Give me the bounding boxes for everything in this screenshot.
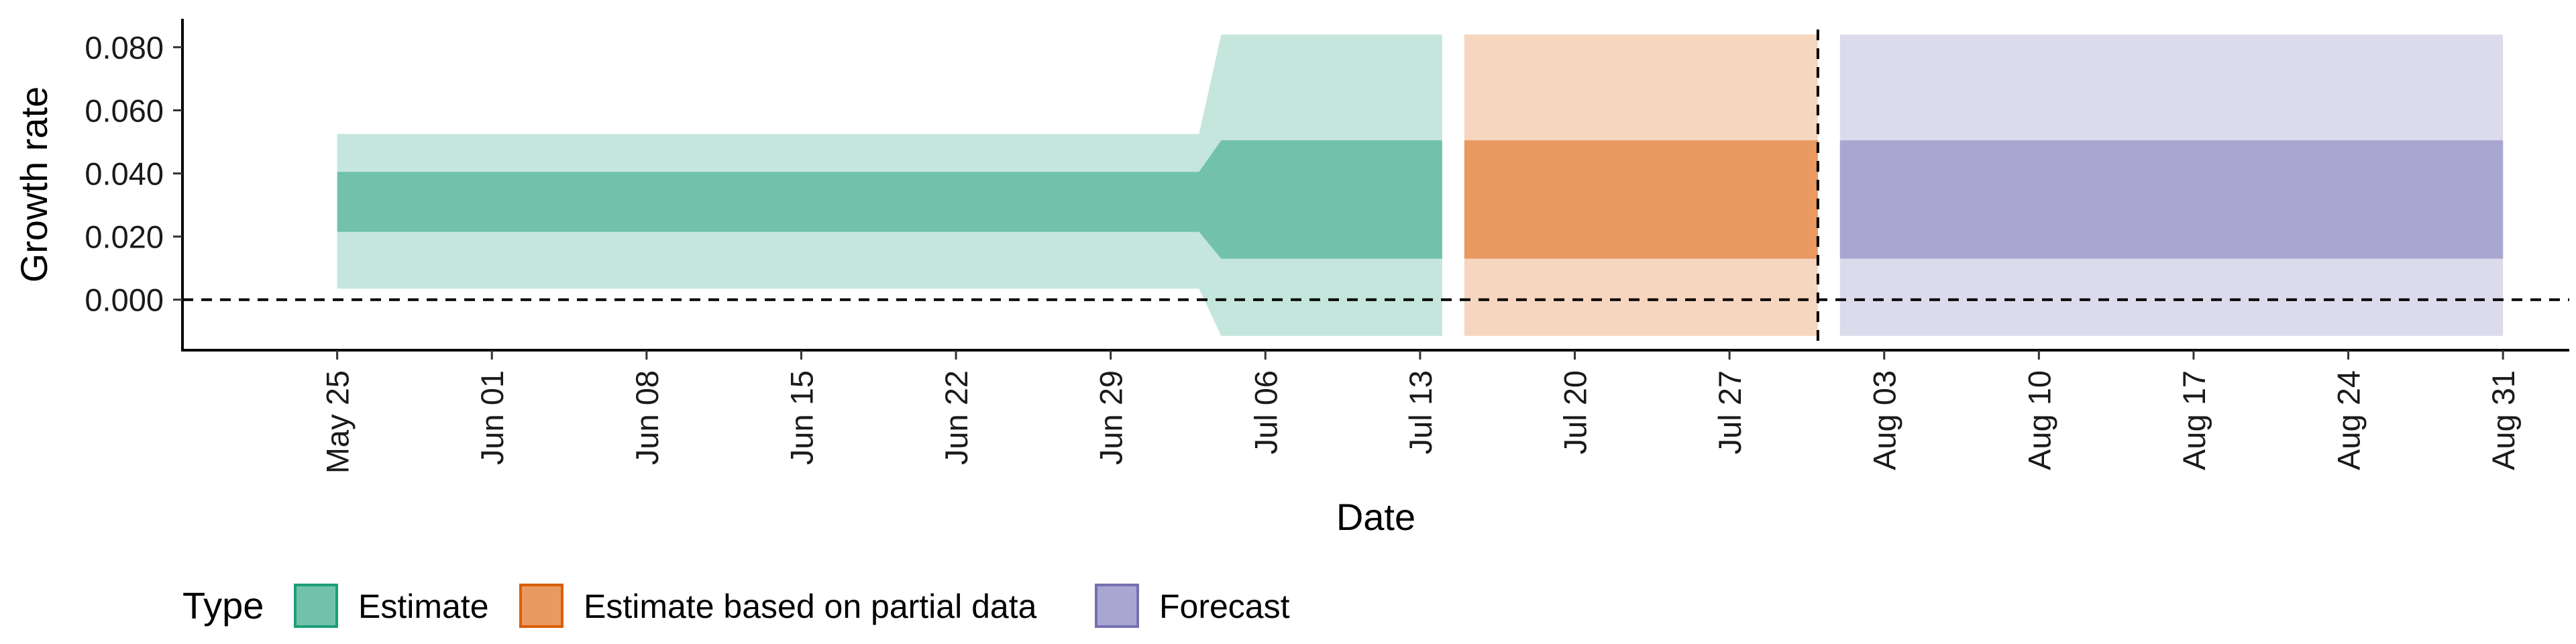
legend-title: Type — [182, 584, 264, 627]
x-tick-label: Jul 27 — [1712, 370, 1748, 454]
x-tick-label: May 25 — [320, 370, 356, 474]
y-axis-title: Growth rate — [13, 87, 55, 283]
x-tick-label: Jul 13 — [1403, 370, 1438, 454]
x-tick-label: Jun 15 — [784, 370, 819, 465]
forecast-inner-band — [1839, 140, 2504, 259]
forecast-legend-label: Forecast — [1159, 588, 1290, 625]
x-tick-label: Jun 01 — [474, 370, 510, 465]
x-tick-label: Jul 20 — [1558, 370, 1593, 454]
forecast-legend-key — [1095, 584, 1139, 628]
legend: Type Estimate Estimate based on partial d… — [182, 584, 1290, 628]
estimate-legend-key — [294, 584, 338, 628]
estimate-based-on-partial-data-inner-band — [1464, 140, 1818, 259]
estimate-inner-band — [337, 140, 1442, 259]
estimate-based-on-partial-data-legend-label: Estimate based on partial data — [584, 588, 1037, 625]
x-tick-label: Aug 24 — [2331, 370, 2367, 470]
x-tick-label: Aug 03 — [1867, 370, 1902, 470]
x-tick-label: Jun 08 — [629, 370, 665, 465]
estimate-based-on-partial-data-legend-key — [519, 584, 564, 628]
estimate-legend-label: Estimate — [358, 588, 489, 625]
x-axis-title: Date — [1336, 496, 1415, 538]
y-tick-label: 0.020 — [85, 219, 164, 255]
x-tick-label: Aug 31 — [2485, 370, 2521, 470]
x-tick-label: Jun 29 — [1093, 370, 1129, 465]
reference-lines — [182, 30, 2569, 350]
y-axis-ticks: 0.000 0.020 0.040 0.060 0.080 — [85, 30, 182, 318]
y-tick-label: 0.080 — [85, 30, 164, 65]
x-tick-label: Jun 22 — [938, 370, 974, 465]
x-axis-ticks: May 25 Jun 01 Jun 08 Jun 15 Jun 22 Jun 29 Jul … — [320, 350, 2521, 474]
y-tick-label: 0.040 — [85, 156, 164, 192]
axes — [181, 19, 2569, 352]
y-tick-label: 0.060 — [85, 93, 164, 128]
ribbon-layer — [337, 34, 2504, 336]
y-tick-label: 0.000 — [85, 282, 164, 318]
x-tick-label: Aug 10 — [2021, 370, 2057, 470]
x-tick-label: Jul 06 — [1248, 370, 1283, 454]
x-tick-label: Aug 17 — [2176, 370, 2212, 470]
